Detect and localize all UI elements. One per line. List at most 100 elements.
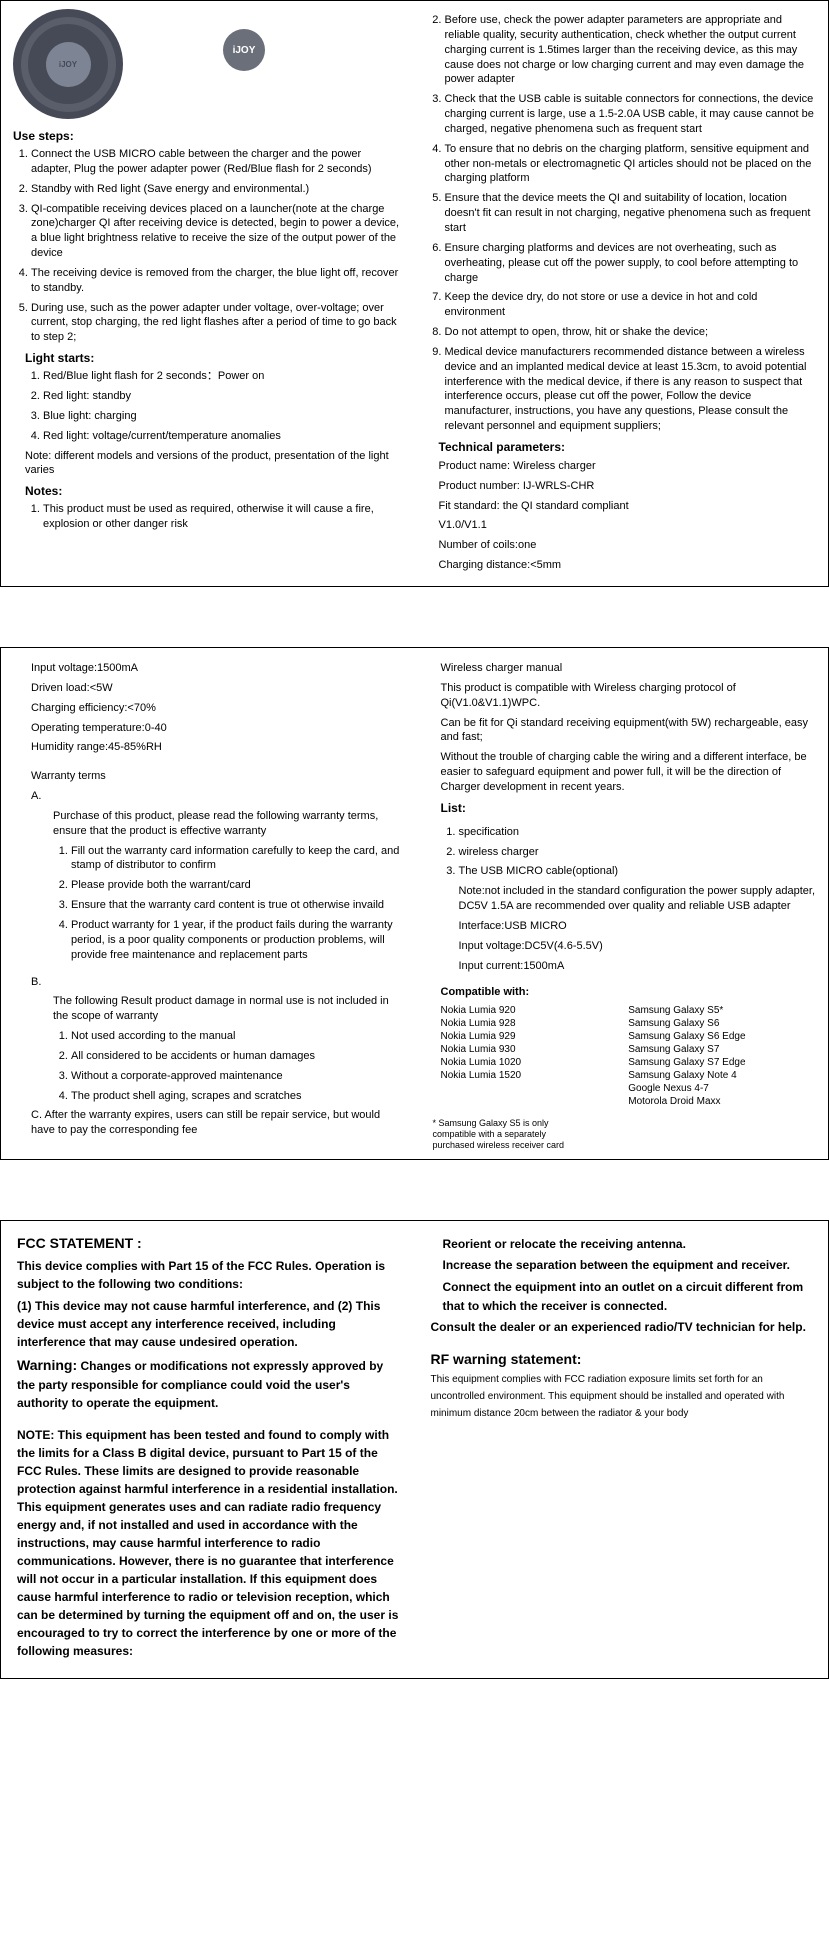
notes-title: Notes: bbox=[25, 484, 403, 498]
compat-device: Nokia Lumia 1520 bbox=[441, 1069, 629, 1082]
warranty-item: All considered to be accidents or human … bbox=[71, 1049, 403, 1064]
warning-label: Warning: bbox=[17, 1357, 77, 1373]
warranty-b-list: Not used according to the manual All con… bbox=[53, 1029, 403, 1103]
rf-text: This equipment complies with FCC radiati… bbox=[431, 1371, 813, 1422]
warranty-item: Not used according to the manual bbox=[71, 1029, 403, 1044]
note-item: Keep the device dry, do not store or use… bbox=[445, 290, 817, 320]
warranty-item: Ensure that the warranty card content is… bbox=[71, 898, 403, 913]
notes-list-right: Before use, check the power adapter para… bbox=[427, 13, 817, 434]
light-item: Red/Blue light flash for 2 seconds：Power… bbox=[43, 369, 403, 384]
use-steps-list: Connect the USB MICRO cable between the … bbox=[13, 147, 403, 345]
warranty-a-intro: Purchase of this product, please read th… bbox=[53, 809, 403, 839]
compat-device: Samsung Galaxy S7 bbox=[628, 1043, 816, 1056]
light-item: Red light: voltage/current/temperature a… bbox=[43, 429, 403, 444]
panel1-right-column: Before use, check the power adapter para… bbox=[415, 1, 829, 586]
compat-right: Samsung Galaxy S5* Samsung Galaxy S6 Sam… bbox=[628, 1004, 816, 1108]
compat-device: Samsung Galaxy S7 Edge bbox=[628, 1056, 816, 1069]
warranty-item: Product warranty for 1 year, if the prod… bbox=[71, 918, 403, 963]
note-item: Ensure that the device meets the QI and … bbox=[445, 191, 817, 236]
fcc-title: FCC STATEMENT : bbox=[17, 1235, 399, 1251]
warranty-a-label: A. bbox=[31, 789, 403, 804]
manual-para: Without the trouble of charging cable th… bbox=[441, 750, 817, 795]
tech-spec: Product number: IJ-WRLS-CHR bbox=[439, 479, 817, 494]
list-note: Note:not included in the standard config… bbox=[459, 884, 817, 914]
tech-params-title: Technical parameters: bbox=[439, 440, 817, 454]
light-item: Blue light: charging bbox=[43, 409, 403, 424]
use-step: Standby with Red light (Save energy and … bbox=[31, 182, 403, 197]
compat-left: Nokia Lumia 920 Nokia Lumia 928 Nokia Lu… bbox=[441, 1004, 629, 1108]
note-item: Medical device manufacturers recommended… bbox=[445, 345, 817, 434]
manual-para: This product is compatible with Wireless… bbox=[441, 681, 817, 711]
compat-device: Nokia Lumia 1020 bbox=[441, 1056, 629, 1069]
list-spec: Input current:1500mA bbox=[459, 959, 817, 974]
device-center-logo: iJOY bbox=[46, 42, 91, 87]
compat-device: Samsung Galaxy Note 4 bbox=[628, 1069, 816, 1082]
warranty-b-label: B. bbox=[31, 975, 403, 990]
spec-line: Input voltage:1500mA bbox=[31, 661, 403, 676]
fcc-measure: Increase the separation between the equi… bbox=[443, 1256, 813, 1275]
manual-para: Can be fit for Qi standard receiving equ… bbox=[441, 716, 817, 746]
list-title: List: bbox=[441, 801, 817, 815]
note-item: Check that the USB cable is suitable con… bbox=[445, 92, 817, 137]
tech-spec: Number of coils:one bbox=[439, 538, 817, 553]
warranty-item: Without a corporate-approved maintenance bbox=[71, 1069, 403, 1084]
manual-title: Wireless charger manual bbox=[441, 661, 817, 676]
spec-line: Driven load:<5W bbox=[31, 681, 403, 696]
list-item: The USB MICRO cable(optional) bbox=[459, 864, 817, 879]
warranty-a-list: Fill out the warranty card information c… bbox=[53, 844, 403, 963]
compat-device: Nokia Lumia 929 bbox=[441, 1030, 629, 1043]
spec-line: Operating temperature:0-40 bbox=[31, 721, 403, 736]
note-item: This product must be used as required, o… bbox=[43, 502, 403, 532]
tech-spec: V1.0/V1.1 bbox=[439, 518, 817, 533]
panel1-left-column: iJOY iJOY Use steps: Connect the USB MIC… bbox=[1, 1, 415, 586]
compat-device: Nokia Lumia 920 bbox=[441, 1004, 629, 1017]
warranty-item: Please provide both the warrant/card bbox=[71, 878, 403, 893]
fcc-para: (1) This device may not cause harmful in… bbox=[17, 1297, 399, 1351]
compatible-columns: Nokia Lumia 920 Nokia Lumia 928 Nokia Lu… bbox=[441, 1004, 817, 1108]
use-step: Connect the USB MICRO cable between the … bbox=[31, 147, 403, 177]
warranty-c-text: C. After the warranty expires, users can… bbox=[31, 1108, 403, 1138]
note-item: To ensure that no debris on the charging… bbox=[445, 142, 817, 187]
compat-device: Samsung Galaxy S6 bbox=[628, 1017, 816, 1030]
compat-device: Nokia Lumia 930 bbox=[441, 1043, 629, 1056]
panel2-left-column: Input voltage:1500mA Driven load:<5W Cha… bbox=[1, 648, 415, 1159]
warranty-item: The product shell aging, scrapes and scr… bbox=[71, 1089, 403, 1104]
brand-badge: iJOY bbox=[223, 29, 265, 71]
notes-list-left: This product must be used as required, o… bbox=[25, 502, 403, 532]
compat-device: Nokia Lumia 928 bbox=[441, 1017, 629, 1030]
light-item: Red light: standby bbox=[43, 389, 403, 404]
note-item: Before use, check the power adapter para… bbox=[445, 13, 817, 87]
use-steps-title: Use steps: bbox=[13, 129, 403, 143]
list-item: specification bbox=[459, 825, 817, 840]
fcc-measure: Connect the equipment into an outlet on … bbox=[443, 1278, 813, 1316]
list-spec: Interface:USB MICRO bbox=[459, 919, 817, 934]
fcc-warning: Warning: Changes or modifications not ex… bbox=[17, 1355, 399, 1412]
compatible-title: Compatible with: bbox=[441, 986, 817, 998]
use-step: QI-compatible receiving devices placed o… bbox=[31, 202, 403, 261]
tech-spec: Charging distance:<5mm bbox=[439, 558, 817, 573]
fcc-measure: Reorient or relocate the receiving anten… bbox=[443, 1235, 813, 1254]
panel2-right-column: Wireless charger manual This product is … bbox=[415, 648, 829, 1159]
compat-device: Samsung Galaxy S5* bbox=[628, 1004, 816, 1017]
package-list: specification wireless charger The USB M… bbox=[441, 825, 817, 880]
compat-footnote: * Samsung Galaxy S5 is only compatible w… bbox=[433, 1118, 573, 1152]
spec-line: Charging efficiency:<70% bbox=[31, 701, 403, 716]
light-starts-list: Red/Blue light flash for 2 seconds：Power… bbox=[25, 369, 403, 443]
use-step: The receiving device is removed from the… bbox=[31, 266, 403, 296]
compat-device: Samsung Galaxy S6 Edge bbox=[628, 1030, 816, 1043]
fcc-right-column: Reorient or relocate the receiving anten… bbox=[415, 1221, 829, 1678]
device-illustration: iJOY bbox=[13, 9, 123, 119]
fcc-para: This device complies with Part 15 of the… bbox=[17, 1257, 399, 1293]
warranty-b-intro: The following Result product damage in n… bbox=[53, 994, 403, 1024]
fcc-note: NOTE: This equipment has been tested and… bbox=[17, 1426, 399, 1660]
light-starts-title: Light starts: bbox=[25, 351, 403, 365]
light-note: Note: different models and versions of t… bbox=[25, 449, 403, 479]
list-spec: Input voltage:DC5V(4.6-5.5V) bbox=[459, 939, 817, 954]
tech-spec: Product name: Wireless charger bbox=[439, 459, 817, 474]
fcc-left-column: FCC STATEMENT : This device complies wit… bbox=[1, 1221, 415, 1678]
use-step: During use, such as the power adapter un… bbox=[31, 301, 403, 346]
spec-line: Humidity range:45-85%RH bbox=[31, 740, 403, 755]
note-item: Ensure charging platforms and devices ar… bbox=[445, 241, 817, 286]
panel-specs-warranty: Input voltage:1500mA Driven load:<5W Cha… bbox=[0, 647, 829, 1160]
panel-fcc: FCC STATEMENT : This device complies wit… bbox=[0, 1220, 829, 1679]
